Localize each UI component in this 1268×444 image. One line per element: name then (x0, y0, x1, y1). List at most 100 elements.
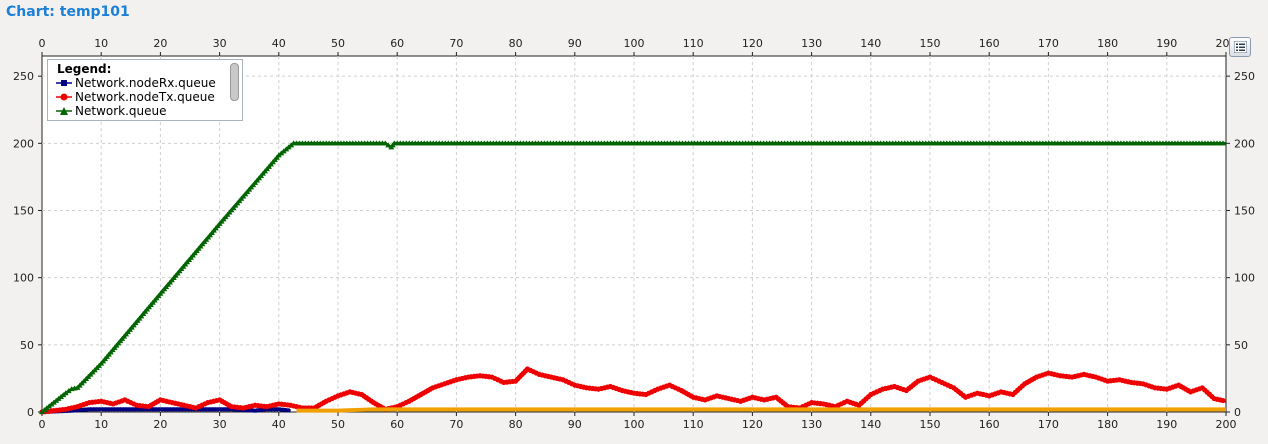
data-point (250, 408, 255, 413)
data-point (382, 140, 389, 146)
legend-toggle-button[interactable] (1229, 37, 1251, 57)
y-tick-label-right: 0 (1234, 406, 1241, 419)
data-point (247, 408, 252, 413)
x-tick-label: 140 (860, 418, 881, 431)
data-point (62, 390, 69, 396)
data-point (262, 407, 266, 412)
x-tick-label: 190 (1156, 418, 1177, 431)
data-point (125, 407, 130, 412)
x-tick-label-top: 70 (449, 37, 463, 50)
data-point (137, 407, 142, 412)
x-tick-label-top: 140 (860, 37, 881, 50)
y-tick-label: 200 (13, 137, 34, 150)
data-point (155, 407, 160, 412)
x-tick-label: 180 (1097, 418, 1118, 431)
data-point (188, 407, 192, 412)
data-point (1219, 140, 1226, 146)
x-tick-label: 100 (624, 418, 645, 431)
x-tick-label: 80 (509, 418, 523, 431)
x-tick-label-top: 0 (39, 37, 46, 50)
data-point (122, 407, 127, 412)
square-marker-icon (56, 80, 72, 86)
y-tick-label: 150 (13, 204, 34, 217)
data-point (105, 407, 110, 412)
data-point (229, 407, 234, 412)
data-point (167, 407, 172, 412)
data-point (176, 407, 181, 412)
x-tick-label: 160 (979, 418, 1000, 431)
data-point (81, 407, 86, 412)
series-line (296, 407, 1226, 413)
circle-marker-icon (56, 93, 72, 101)
data-point (87, 407, 92, 412)
x-tick-label-top: 110 (683, 37, 704, 50)
data-point (93, 407, 98, 412)
data-point (223, 407, 228, 412)
data-point (119, 407, 124, 412)
data-point (75, 408, 80, 413)
x-tick-label: 30 (213, 418, 227, 431)
data-point (244, 408, 249, 413)
data-point (214, 407, 219, 412)
data-point (65, 388, 72, 394)
data-point (182, 407, 187, 412)
x-tick-label-top: 190 (1156, 37, 1177, 50)
y-tick-label: 250 (13, 70, 34, 83)
data-point (84, 407, 89, 412)
x-tick-label: 0 (39, 418, 46, 431)
x-tick-label-top: 90 (568, 37, 582, 50)
data-point (273, 407, 278, 412)
x-tick-label: 40 (272, 418, 286, 431)
data-point (202, 407, 207, 412)
x-tick-label: 10 (94, 418, 108, 431)
data-point (99, 407, 104, 412)
list-icon (1234, 41, 1247, 53)
y-tick-label-right: 200 (1234, 137, 1255, 150)
x-tick-label-top: 160 (979, 37, 1000, 50)
data-point (217, 407, 222, 412)
data-point (170, 407, 175, 412)
legend-label: Network.queue (75, 104, 167, 118)
x-tick-label-top: 170 (1038, 37, 1059, 50)
data-point (270, 407, 275, 412)
x-tick-label-top: 10 (94, 37, 108, 50)
y-tick-label: 50 (20, 339, 34, 352)
data-point (149, 407, 154, 412)
data-point (78, 407, 83, 412)
data-point (196, 407, 201, 412)
series-group (39, 140, 1227, 415)
data-point (220, 407, 225, 412)
data-point (131, 407, 136, 412)
x-tick-label-top: 150 (920, 37, 941, 50)
legend-scrollbar[interactable] (230, 63, 239, 101)
data-point (143, 407, 148, 412)
y-tick-label-right: 150 (1234, 204, 1255, 217)
x-tick-label-top: 50 (331, 37, 345, 50)
data-point (211, 407, 216, 412)
x-tick-label-top: 60 (390, 37, 404, 50)
data-point (152, 407, 157, 412)
data-point (208, 407, 213, 412)
series-2 (296, 407, 1226, 413)
data-point (199, 407, 204, 412)
data-point (226, 407, 231, 412)
x-tick-label: 110 (683, 418, 704, 431)
y-tick-label-right: 50 (1234, 339, 1248, 352)
data-point (256, 408, 261, 413)
data-point (259, 407, 264, 412)
data-point (285, 408, 290, 413)
x-tick-label: 20 (153, 418, 167, 431)
data-point (205, 407, 210, 412)
data-point (253, 408, 258, 413)
series-3 (39, 140, 1226, 414)
data-point (385, 142, 392, 148)
x-tick-label-top: 40 (272, 37, 286, 50)
chart-title: Chart: temp101 (6, 4, 130, 20)
x-tick-label-top: 100 (624, 37, 645, 50)
data-point (140, 407, 145, 412)
data-point (72, 408, 77, 413)
x-tick-label: 70 (449, 418, 463, 431)
data-point (276, 407, 281, 412)
legend-label: Network.nodeTx.queue (75, 90, 215, 104)
data-point (114, 407, 118, 412)
